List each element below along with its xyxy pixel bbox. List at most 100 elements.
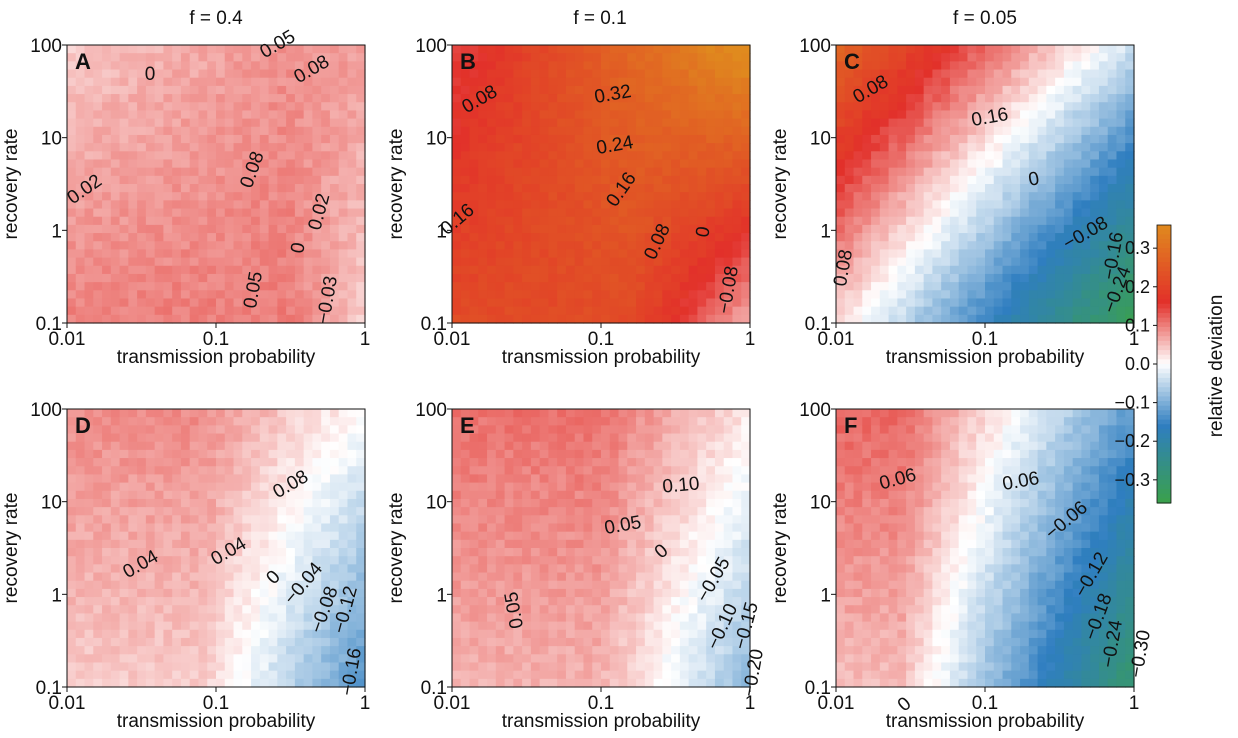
heatmap-cell <box>714 167 725 177</box>
heatmap-cell <box>1028 208 1039 218</box>
heatmap-cell <box>460 490 471 500</box>
heatmap-cell <box>294 184 305 193</box>
heatmap-cell <box>163 290 173 300</box>
heatmap-cell <box>172 159 182 169</box>
heatmap-cell <box>985 224 995 234</box>
heatmap-cell <box>102 449 112 459</box>
heatmap-cell <box>495 94 506 103</box>
heatmap-cell <box>1046 290 1056 300</box>
heatmap-cell <box>862 175 872 185</box>
heatmap-cell <box>1125 175 1135 185</box>
heatmap-cell <box>67 425 77 435</box>
heatmap-cell <box>277 69 287 79</box>
heatmap-cell <box>897 208 907 218</box>
heatmap-cell <box>879 126 890 136</box>
heatmap-cell <box>1011 159 1021 169</box>
heatmap-cell <box>653 184 663 193</box>
heatmap-cell <box>609 151 620 161</box>
heatmap-cell <box>251 241 261 251</box>
heatmap-cell <box>636 306 646 316</box>
heatmap-cell <box>1037 118 1047 128</box>
heatmap-cell <box>1020 314 1030 324</box>
heatmap-cell <box>853 94 863 103</box>
heatmap-cell <box>557 306 567 316</box>
heatmap-cell <box>198 167 208 177</box>
heatmap-cell <box>495 621 506 631</box>
heatmap-cell <box>189 102 200 112</box>
heatmap-cell <box>879 53 890 62</box>
heatmap-cell <box>609 134 620 144</box>
heatmap-cell <box>452 531 462 541</box>
heatmap-cell <box>993 208 1004 218</box>
heatmap-cell <box>294 53 305 62</box>
heatmap-cell <box>128 507 138 516</box>
heatmap-cell <box>495 564 506 574</box>
heatmap-cell <box>286 102 296 112</box>
heatmap-cell <box>557 290 567 300</box>
heatmap-cell <box>338 466 349 476</box>
heatmap-cell <box>180 241 191 251</box>
heatmap-cell <box>321 126 331 136</box>
heatmap-cell <box>145 605 156 615</box>
heatmap-cell <box>268 531 278 541</box>
heatmap-cell <box>93 474 103 484</box>
heatmap-cell <box>906 257 916 267</box>
heatmap-cell <box>137 298 147 308</box>
heatmap-cell <box>530 159 541 169</box>
heatmap-cell <box>128 53 138 62</box>
heatmap-cell <box>557 249 567 259</box>
heatmap-cell <box>338 507 349 516</box>
heatmap-cell <box>609 94 620 103</box>
heatmap-cell <box>102 498 112 508</box>
heatmap-cell <box>1002 306 1012 316</box>
heatmap-cell <box>1107 208 1118 218</box>
heatmap-cell <box>688 273 699 283</box>
heatmap-cell <box>557 192 567 201</box>
heatmap-cell <box>75 184 86 193</box>
heatmap-cell <box>338 597 349 606</box>
heatmap-cell <box>75 515 86 525</box>
heatmap-cell <box>154 629 165 639</box>
heatmap-cell <box>338 53 349 62</box>
heatmap-cell <box>671 110 681 120</box>
heatmap-cell <box>1020 306 1030 316</box>
heatmap-cell <box>530 233 541 242</box>
heatmap-cell <box>198 159 208 169</box>
heatmap-cell <box>189 167 200 177</box>
heatmap-cell <box>1107 184 1118 193</box>
heatmap-cell <box>259 53 270 62</box>
heatmap-cell <box>251 588 261 598</box>
heatmap-cell <box>706 314 716 324</box>
heatmap-cell <box>1125 69 1135 79</box>
heatmap-cell <box>1125 110 1135 120</box>
heatmap-cell <box>583 298 593 308</box>
heatmap-cell <box>268 184 278 193</box>
heatmap-cell <box>198 490 208 500</box>
heatmap-cell <box>268 159 278 169</box>
heatmap-cell <box>1072 224 1083 234</box>
heatmap-cell <box>487 69 497 79</box>
heatmap-cell <box>277 175 287 185</box>
heatmap-cell <box>286 77 296 87</box>
heatmap-cell <box>706 216 716 226</box>
heatmap-cell <box>897 192 907 201</box>
heatmap-cell <box>329 273 340 283</box>
heatmap-cell <box>347 662 357 672</box>
heatmap-cell <box>207 249 217 259</box>
heatmap-cell <box>653 126 663 136</box>
heatmap-cell <box>1011 249 1021 259</box>
heatmap-cell <box>688 126 699 136</box>
heatmap-cell <box>93 298 103 308</box>
heatmap-cell <box>958 110 969 120</box>
heatmap-cell <box>84 662 94 672</box>
heatmap-cell <box>356 134 366 144</box>
heatmap-cell <box>321 678 331 688</box>
heatmap-cell <box>539 61 550 71</box>
heatmap-cell <box>1002 273 1012 283</box>
x-tick-label: 1 <box>745 329 756 350</box>
heatmap-cell <box>347 670 357 680</box>
heatmap-cell <box>985 273 995 283</box>
heatmap-cell <box>163 613 173 623</box>
heatmap-cell <box>592 69 602 79</box>
heatmap-cell <box>102 192 112 201</box>
